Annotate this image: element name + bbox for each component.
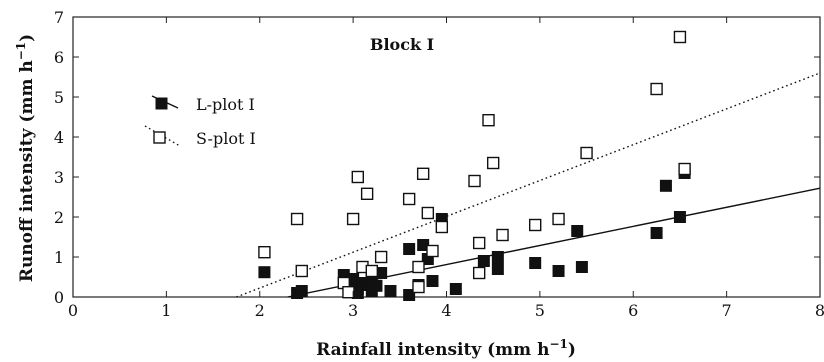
l-plot-point <box>426 275 439 287</box>
l-plot-point <box>477 255 490 267</box>
x-axis-label: Rainfall intensity (mm h−1) <box>316 337 576 360</box>
x-tick-label: 1 <box>161 301 171 320</box>
x-axis-unit-exponent: −1 <box>549 337 567 351</box>
l-plot-point <box>370 279 383 292</box>
x-tick-label: 5 <box>535 301 545 320</box>
l-plot-point <box>673 211 686 223</box>
l-plot-point <box>491 251 504 263</box>
x-tick-label: 8 <box>815 301 824 320</box>
s-plot-point <box>295 264 308 278</box>
y-tick-label: 7 <box>54 8 64 27</box>
l-plot-point <box>449 283 462 295</box>
l-plot-point <box>575 261 588 273</box>
s-plot-point <box>472 236 486 250</box>
legend-label-l-plot: L-plot I <box>196 95 255 114</box>
l-plot-point <box>571 225 584 237</box>
y-tick-label: 2 <box>54 208 64 227</box>
y-tick-label: 6 <box>54 48 64 67</box>
x-tick-label: 6 <box>628 301 638 320</box>
s-plot-point <box>374 250 388 264</box>
x-tick-label: 7 <box>722 301 732 320</box>
y-tick-label: 4 <box>54 128 64 147</box>
legend-square-l-plot <box>155 97 168 110</box>
l-plot-point <box>258 266 271 279</box>
y-axis-unit-exponent: −1 <box>14 42 28 60</box>
s-plot-point <box>486 156 500 170</box>
y-tick-label: 0 <box>54 288 64 307</box>
legend: L-plot I S-plot I <box>144 95 256 148</box>
s-plot-point <box>529 218 542 232</box>
l-plot-point <box>529 257 542 269</box>
y-axis-label: Runoff intensity (mm h−1) <box>14 34 37 282</box>
y-axis-unit-close: ) <box>17 34 37 42</box>
s-plot-point <box>426 244 439 258</box>
legend-line-s-plot <box>144 125 181 147</box>
legend-marker-s-plot <box>144 125 181 147</box>
s-plot-point <box>416 167 430 181</box>
s-plot-point <box>351 170 364 184</box>
s-plot-point <box>678 162 691 176</box>
s-plot-point <box>435 220 449 234</box>
s-plot-point <box>421 206 435 220</box>
s-plot-point <box>412 280 425 294</box>
y-tick-label: 5 <box>54 88 64 107</box>
s-plot-point <box>580 146 593 160</box>
s-plot-point <box>412 260 425 274</box>
l-plot-point <box>650 227 663 239</box>
l-plot-point <box>403 243 416 255</box>
s-plot-point <box>258 245 271 259</box>
s-plot-point <box>650 82 663 96</box>
s-plot-point <box>346 212 360 226</box>
x-tick-label: 0 <box>68 301 78 320</box>
l-plot-point <box>659 179 672 192</box>
s-plot-point <box>402 192 416 206</box>
s-plot-point <box>472 266 486 280</box>
l-plot-point <box>491 263 504 275</box>
y-tick-label: 3 <box>54 168 64 187</box>
x-axis-unit-close: ) <box>568 340 576 360</box>
l-plot-point <box>384 285 397 297</box>
s-plot-point <box>673 30 687 44</box>
s-plot-point <box>496 228 509 242</box>
s-plot-point <box>468 174 481 188</box>
fit-lines <box>236 72 821 298</box>
legend-marker-l-plot <box>151 95 179 110</box>
x-tick-label: 4 <box>441 301 451 320</box>
legend-label-s-plot: S-plot I <box>196 129 256 148</box>
plot-frame <box>72 16 821 298</box>
fit-line-s-plot <box>236 72 821 298</box>
data-points <box>258 30 691 301</box>
s-plot-point <box>482 113 495 127</box>
s-plot-point <box>360 187 374 201</box>
l-plot-point <box>552 265 565 277</box>
s-plot-point <box>290 212 304 226</box>
axis-ticks: 0 1 2 3 4 5 6 7 8 0 1 2 3 4 5 6 7 <box>54 8 824 320</box>
chart-annotation: Block I <box>370 35 434 54</box>
s-plot-point <box>552 212 565 226</box>
l-plot-point <box>403 289 416 301</box>
plot-area <box>72 16 821 298</box>
legend-square-s-plot <box>153 131 166 144</box>
s-plot-point <box>342 286 355 299</box>
l-plot-point <box>295 285 308 297</box>
x-tick-label: 2 <box>255 301 265 320</box>
y-tick-label: 1 <box>54 248 64 267</box>
s-plot-point <box>365 264 378 278</box>
x-tick-label: 3 <box>348 301 358 320</box>
